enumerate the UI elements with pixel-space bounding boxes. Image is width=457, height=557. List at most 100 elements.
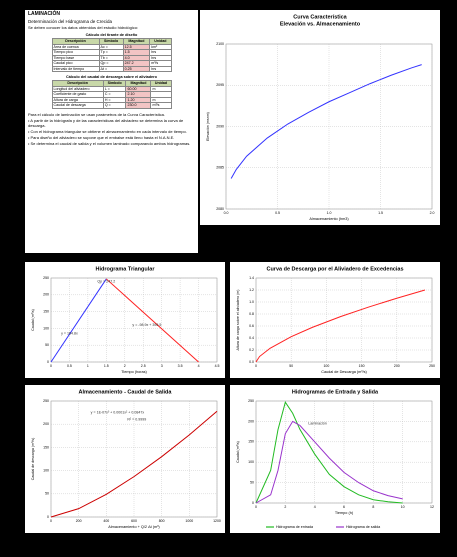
x-tick-label: 600 — [131, 519, 137, 523]
header-cell: Descripción — [51, 80, 104, 87]
y-tick-label: 50 — [45, 343, 49, 347]
table-cell: Qp = — [98, 60, 124, 67]
chart-title: Almacenamiento - Caudal de Salida — [79, 389, 173, 395]
y-tick-label: 0.4 — [249, 336, 254, 340]
x-tick-label: 0.5 — [275, 211, 280, 215]
y-tick-label: 0 — [47, 515, 49, 519]
y-tick-label: 200 — [43, 422, 49, 426]
annotation: Laminación — [308, 421, 326, 425]
x-tick-label: 400 — [103, 519, 109, 523]
chart-title: Curva de Descarga por el Aliviadero de E… — [266, 266, 403, 272]
y-axis-label: Caudal de descarga (m³/s) — [31, 438, 35, 481]
y-tick-label: 150 — [248, 440, 254, 444]
y-tick-label: 2100 — [216, 42, 224, 46]
x-axis-label: Tiempo (horas) — [121, 370, 147, 374]
table-cell: 0.25 — [122, 65, 151, 72]
chart-title: Curva Característica — [293, 14, 347, 20]
y-tick-label: 250 — [248, 399, 254, 403]
x-tick-label: 1.0 — [327, 211, 332, 215]
x-tick-label: 250 — [429, 364, 435, 368]
table-header: Descripción Símbolo Magnitud Unidad — [51, 80, 172, 87]
plot-area — [50, 277, 218, 363]
y-tick-label: 0.8 — [249, 312, 254, 316]
y-tick-label: 100 — [43, 326, 49, 330]
y-tick-label: 50 — [45, 492, 49, 496]
x-tick-label: 100 — [323, 364, 329, 368]
note: • A partir de la hidrógrafa y de las car… — [28, 117, 184, 128]
x-tick-label: 4 — [198, 364, 200, 368]
table-row: Caudal pico Qp = 247.2 m³/s — [51, 60, 172, 67]
table-caption: Cálculo del tirante de diseño — [85, 33, 138, 37]
y-axis-label: Elevación (msnm) — [206, 112, 210, 141]
x-tick-label: 0 — [50, 364, 52, 368]
y-axis-label: Caudal (m³/s) — [31, 309, 35, 331]
chart-subtitle: Elevación vs. Almacenamiento — [280, 21, 361, 27]
note: Para el cálculo de laminación se usan pa… — [28, 111, 165, 117]
x-tick-label: 1 — [87, 364, 89, 368]
document-panel: LAMINACIÓN Determinación del Hidrograma … — [25, 10, 198, 253]
table-cell: Intervalo de tiempo — [51, 65, 100, 72]
note: • Se determina el caudal de salida y el … — [28, 140, 191, 146]
series-line — [105, 278, 199, 363]
table-cell: Altura de carga — [51, 96, 104, 103]
y-tick-label: 2090 — [216, 124, 224, 128]
x-tick-label: 0 — [50, 519, 52, 523]
x-tick-label: 6 — [343, 505, 345, 509]
chart-title: Hidrograma Triangular — [96, 266, 156, 272]
x-tick-label: 800 — [159, 519, 165, 523]
x-tick-label: 1.5 — [104, 364, 109, 368]
x-tick-label: 0 — [255, 505, 257, 509]
y-axis-label: Caudal (m³/s) — [236, 441, 240, 463]
y-tick-label: 1.2 — [249, 288, 254, 292]
x-tick-label: 50 — [289, 364, 293, 368]
x-axis-label: Tiempo (h) — [335, 511, 354, 515]
series-line — [255, 401, 403, 504]
y-tick-label: 50 — [250, 481, 254, 485]
table-caption: Cálculo del caudal de descarga sobre el … — [66, 75, 157, 79]
x-axis-label: Almacenamiento + Q/2 Δt (m³) — [108, 525, 160, 529]
note: • Para diseño del aliviadero se supone q… — [28, 134, 175, 140]
notes: Para el cálculo de laminación se usan pa… — [28, 112, 195, 146]
y-tick-label: 1.0 — [249, 300, 254, 304]
doc-title: LAMINACIÓN — [28, 11, 60, 17]
table-2: Cálculo del caudal de descarga sobre el … — [51, 75, 172, 109]
series-line — [255, 420, 403, 504]
y-tick-label: 0.2 — [249, 348, 254, 352]
chart-title: Hidrogramas de Entrada y Salida — [292, 389, 379, 395]
series-line — [230, 64, 422, 179]
x-tick-label: 8 — [372, 505, 374, 509]
table-cell: Coeficiente de gasto — [51, 91, 104, 98]
table-row: Altura de carga H = 1.20 m — [51, 96, 172, 103]
x-tick-label: 1.5 — [378, 211, 383, 215]
x-tick-label: 2.5 — [141, 364, 146, 368]
y-tick-label: 150 — [43, 310, 49, 314]
table-cell: Longitud del aliviadero — [51, 85, 104, 92]
y-tick-label: 1.4 — [249, 276, 254, 280]
table-cell: m³/s — [150, 102, 172, 109]
y-tick-label: 0 — [47, 360, 49, 364]
x-tick-label: 3.5 — [178, 364, 183, 368]
y-tick-label: 2085 — [216, 166, 224, 170]
x-tick-label: 150 — [359, 364, 365, 368]
table-cell: m — [150, 96, 172, 103]
x-tick-label: 2 — [124, 364, 126, 368]
table-cell: Δt = — [98, 65, 124, 72]
x-tick-label: 0 — [255, 364, 257, 368]
table-1: Cálculo del tirante de diseño Descripción… — [51, 33, 172, 72]
x-tick-label: 0.5 — [67, 364, 72, 368]
y-tick-label: 150 — [43, 445, 49, 449]
x-tick-label: 4 — [314, 505, 316, 509]
y-tick-label: 250 — [43, 399, 49, 403]
x-tick-label: 1000 — [185, 519, 193, 523]
plot-area — [255, 277, 433, 363]
table-row: Caudal de descarga Q = 230.0 m³/s — [51, 102, 172, 109]
x-axis-label: Caudal de Descarga (m³/s) — [321, 370, 367, 374]
table-cell — [150, 91, 172, 98]
y-tick-label: 100 — [43, 469, 49, 473]
y-tick-label: 0.0 — [249, 360, 254, 364]
table-row: Coeficiente de gasto C = 2.10 — [51, 91, 172, 98]
y-tick-label: 200 — [43, 293, 49, 297]
doc-heading: Determinación del Hidrograma de Crecida — [28, 19, 113, 24]
y-tick-label: 0.6 — [249, 324, 254, 328]
